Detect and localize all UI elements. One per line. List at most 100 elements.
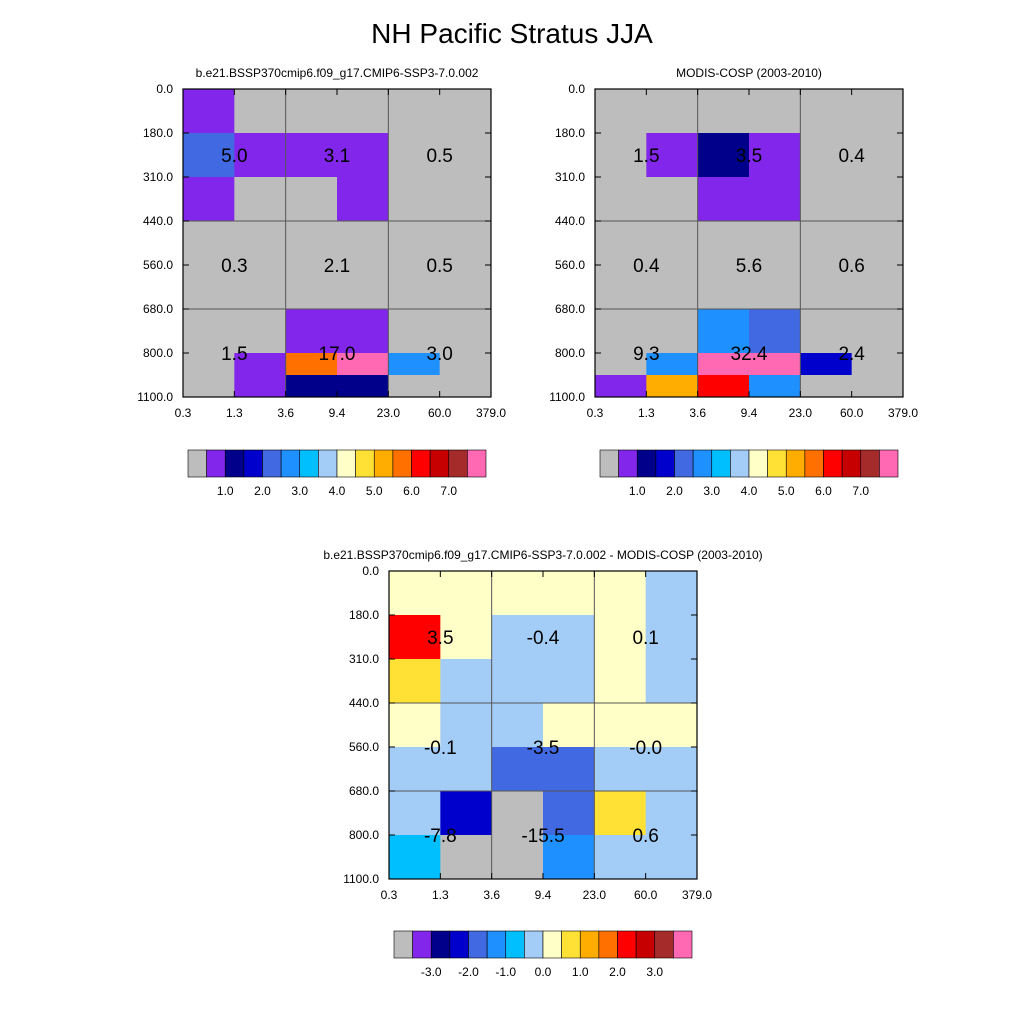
heatmap-cell bbox=[595, 89, 647, 134]
colorbar-swatch bbox=[448, 449, 468, 478]
heatmap-cell bbox=[285, 133, 338, 178]
heatmap-cell bbox=[800, 375, 853, 398]
heatmap-cell bbox=[645, 835, 698, 858]
heatmap-cell bbox=[646, 309, 699, 354]
colorbar-label: 2.0 bbox=[666, 484, 683, 498]
heatmap-cell bbox=[234, 221, 287, 266]
colorbar: -3.0 -2.0 -1.0 0.0 1.0 2.0 3.0 bbox=[393, 930, 693, 979]
heatmap-cell bbox=[439, 177, 492, 222]
group-value-label: 3.1 bbox=[324, 146, 350, 167]
x-tick-label: 1.3 bbox=[226, 406, 243, 420]
colorbar-swatch bbox=[823, 449, 843, 478]
heatmap-panel-3: b.e21.BSSP370cmip6.f09_g17.CMIP6-SSP3-7.… bbox=[323, 548, 762, 979]
colorbar-swatch bbox=[373, 449, 394, 478]
heatmap-cell bbox=[749, 309, 801, 354]
heatmap-cell bbox=[389, 857, 441, 880]
group-value-label: 5.0 bbox=[221, 146, 247, 167]
heatmap-cell bbox=[594, 857, 647, 880]
y-tick-label: 800.0 bbox=[555, 346, 585, 360]
y-tick-label: 440.0 bbox=[555, 214, 585, 228]
heatmap-cell bbox=[749, 375, 801, 398]
heatmap-cell bbox=[285, 353, 338, 376]
heatmap-cell bbox=[389, 835, 441, 858]
heatmap-cell bbox=[543, 571, 595, 616]
heatmap-cell bbox=[851, 89, 904, 134]
y-tick-label: 560.0 bbox=[555, 258, 585, 272]
heatmap-cell bbox=[646, 221, 699, 266]
heatmap-cell bbox=[183, 375, 235, 398]
group-value-label: 1.5 bbox=[633, 146, 659, 167]
heatmap-cell bbox=[439, 133, 492, 178]
heatmap-cell bbox=[851, 309, 904, 354]
x-tick-label: 379.0 bbox=[682, 888, 712, 902]
heatmap-cell bbox=[439, 265, 492, 310]
heatmap-cell bbox=[851, 375, 904, 398]
heatmap-cell bbox=[543, 703, 595, 748]
heatmap-cell bbox=[337, 265, 389, 310]
colorbar-swatch bbox=[879, 449, 899, 478]
heatmap-cell bbox=[800, 133, 853, 178]
group-value-label: 2.1 bbox=[324, 256, 350, 277]
heatmap-cell bbox=[234, 309, 287, 354]
colorbar-swatch bbox=[561, 930, 581, 959]
heatmap-cell bbox=[749, 353, 801, 376]
colorbar-swatch bbox=[449, 930, 469, 959]
heatmap-cell bbox=[800, 89, 853, 134]
heatmap-cell bbox=[697, 221, 750, 266]
colorbar-swatch bbox=[355, 449, 375, 478]
colorbar-swatch bbox=[262, 449, 282, 478]
y-tick-label: 1100.0 bbox=[343, 872, 379, 886]
heatmap-cell bbox=[389, 659, 441, 704]
heatmap-cell bbox=[595, 265, 647, 310]
y-tick-label: 0.0 bbox=[156, 82, 173, 96]
heatmap-cell bbox=[749, 221, 801, 266]
heatmap-cell bbox=[697, 375, 750, 398]
heatmap-cell bbox=[645, 747, 698, 792]
colorbar-label: 1.0 bbox=[217, 484, 234, 498]
colorbar-swatch bbox=[598, 930, 618, 959]
heatmap-cell bbox=[646, 133, 699, 178]
heatmap-cell bbox=[440, 791, 493, 836]
colorbar-swatch bbox=[636, 449, 657, 478]
heatmap-cell bbox=[388, 265, 441, 310]
heatmap-cell bbox=[594, 571, 647, 616]
colorbar-label: 5.0 bbox=[366, 484, 383, 498]
colorbar-swatch bbox=[429, 449, 450, 478]
heatmap-cell bbox=[285, 177, 338, 222]
heatmap-cell bbox=[388, 375, 441, 398]
colorbar-label: 5.0 bbox=[778, 484, 795, 498]
colorbar-label: 6.0 bbox=[815, 484, 832, 498]
colorbar-swatch bbox=[299, 449, 319, 478]
heatmap-cell bbox=[285, 265, 338, 310]
heatmap-cell bbox=[646, 375, 699, 398]
heatmap-cell bbox=[439, 353, 492, 376]
panel-title: MODIS-COSP (2003-2010) bbox=[676, 66, 822, 80]
heatmap-cell bbox=[749, 133, 801, 178]
y-tick-label: 0.0 bbox=[568, 82, 585, 96]
heatmap-cell bbox=[183, 221, 235, 266]
heatmap-cell bbox=[645, 571, 698, 616]
heatmap-cell bbox=[543, 615, 595, 660]
colorbar-swatch bbox=[860, 449, 880, 478]
heatmap-cell bbox=[851, 265, 904, 310]
colorbar-swatch bbox=[730, 449, 750, 478]
group-value-label: 17.0 bbox=[319, 344, 356, 365]
heatmap-cell bbox=[697, 133, 750, 178]
colorbar-swatch bbox=[430, 930, 451, 959]
colorbar-label: 2.0 bbox=[254, 484, 271, 498]
colorbar-label: 3.0 bbox=[703, 484, 720, 498]
heatmap-cell bbox=[234, 133, 287, 178]
heatmap-cell bbox=[749, 89, 801, 134]
colorbar-label: -3.0 bbox=[421, 965, 442, 979]
group-value-label: 0.6 bbox=[632, 826, 658, 847]
group-value-label: -0.0 bbox=[629, 738, 662, 759]
heatmap-cell bbox=[439, 309, 492, 354]
x-tick-label: 60.0 bbox=[840, 406, 864, 420]
y-tick-label: 560.0 bbox=[349, 740, 379, 754]
y-tick-label: 310.0 bbox=[349, 652, 379, 666]
heatmap-cell bbox=[439, 89, 492, 134]
colorbar-label: 3.0 bbox=[646, 965, 663, 979]
colorbar-label: 7.0 bbox=[852, 484, 869, 498]
colorbar-swatch bbox=[785, 449, 806, 478]
heatmap-cell bbox=[234, 265, 287, 310]
